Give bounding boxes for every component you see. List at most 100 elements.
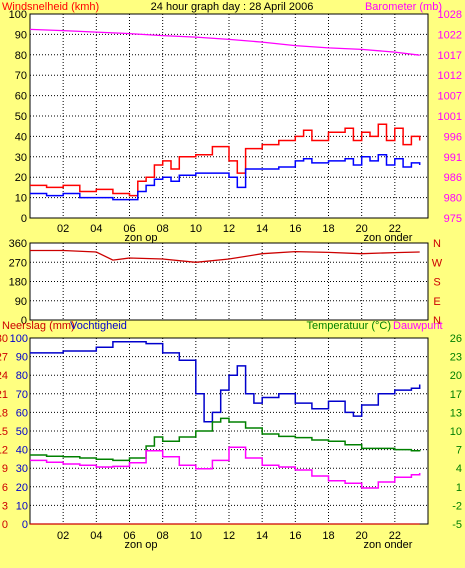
humidity-tick-label: 0 bbox=[22, 519, 28, 531]
humidity-tick-label: 30 bbox=[16, 463, 28, 475]
humidity-tick-label: 40 bbox=[16, 445, 28, 457]
rain-tick-label: 15 bbox=[0, 426, 8, 438]
rain-humidity-left-ticks: 0 3 6 9 12 15 18 21 24 27 30 0 10 20 30 40 50 60 70 80 90 100 bbox=[0, 333, 28, 531]
humidity-tick-label: 80 bbox=[16, 370, 28, 382]
x-tick-label: 14 bbox=[256, 223, 268, 235]
sunrise-label-top: zon op bbox=[124, 232, 157, 244]
direction-tick-label: 0 bbox=[21, 315, 27, 327]
wind-tick-label: 70 bbox=[15, 70, 27, 82]
rain-tick-label: 6 bbox=[2, 482, 8, 494]
temperature-tick-label: -2 bbox=[452, 500, 462, 512]
humidity-tick-label: 20 bbox=[16, 482, 28, 494]
direction-tick-label: 180 bbox=[9, 277, 27, 289]
direction-tick-label: 360 bbox=[9, 238, 27, 250]
x-tick-label: 06 bbox=[123, 223, 135, 235]
temperature-tick-label: 13 bbox=[450, 407, 462, 419]
humidity-tick-label: 50 bbox=[16, 426, 28, 438]
barometer-tick-label: 991 bbox=[444, 152, 462, 164]
rain-tick-label: 18 bbox=[0, 407, 8, 419]
x-tick-label: 08 bbox=[157, 223, 169, 235]
humidity-tick-label: 10 bbox=[16, 500, 28, 512]
barometer-tick-label: 1022 bbox=[438, 29, 462, 41]
wind-tick-label: 80 bbox=[15, 50, 27, 62]
sunset-label-bottom: zon onder bbox=[364, 539, 413, 551]
humidity-grid bbox=[30, 338, 428, 524]
x-tick-label: 22 bbox=[389, 223, 401, 235]
direction-tick-label: 90 bbox=[15, 296, 27, 308]
dewpoint-line bbox=[30, 446, 421, 489]
temperature-tick-label: 17 bbox=[450, 389, 462, 401]
wind-series bbox=[29, 28, 421, 201]
x-tick-label: 08 bbox=[157, 530, 169, 542]
barometer-tick-label: 996 bbox=[444, 131, 462, 143]
x-tick-label: 02 bbox=[57, 223, 69, 235]
wind-grid bbox=[30, 14, 428, 218]
wind-tick-label: 30 bbox=[15, 152, 27, 164]
x-tick-label: 16 bbox=[289, 223, 301, 235]
x-tick-label: 20 bbox=[356, 530, 368, 542]
temperature-tick-label: 23 bbox=[450, 352, 462, 364]
x-tick-label: 04 bbox=[90, 530, 102, 542]
humidity-tick-label: 100 bbox=[10, 333, 28, 345]
x-tick-label: 02 bbox=[57, 530, 69, 542]
x-tick-label: 10 bbox=[190, 530, 202, 542]
temperature-tick-label: -5 bbox=[452, 519, 462, 531]
x-tick-label: 10 bbox=[190, 223, 202, 235]
rain-humidity-temp-panel: 0369121518212427300102030405060708090100… bbox=[0, 320, 462, 551]
x-tick-label: 22 bbox=[389, 530, 401, 542]
temperature-tick-label: 20 bbox=[450, 370, 462, 382]
x-tick-label: 14 bbox=[256, 530, 268, 542]
wind-tick-label: 100 bbox=[9, 9, 27, 21]
barometer-tick-label: 1017 bbox=[438, 50, 462, 62]
temperature-tick-label: 1 bbox=[456, 482, 462, 494]
barometer-line bbox=[29, 28, 420, 56]
rain-tick-label: 27 bbox=[0, 352, 8, 364]
wind-barometer-panel: 0 10 20 30 40 50 60 70 80 90 100 975 980 986 991 996 10… bbox=[2, 1, 462, 244]
direction-left-ticks: 0 90 180 270 360 bbox=[9, 238, 27, 327]
wind-tick-label: 50 bbox=[15, 111, 27, 123]
wind-x-ticks: 02 04 06 08 10 12 14 16 18 20 22 bbox=[57, 223, 401, 235]
barometer-tick-label: 975 bbox=[444, 213, 462, 225]
rain-tick-label: 24 bbox=[0, 370, 8, 382]
x-tick-label: 04 bbox=[90, 223, 102, 235]
x-tick-label: 18 bbox=[322, 530, 334, 542]
barometer-tick-label: 980 bbox=[444, 193, 462, 205]
wind-tick-label: 60 bbox=[15, 91, 27, 103]
wind-tick-label: 20 bbox=[15, 172, 27, 184]
humidity-tick-label: 60 bbox=[16, 407, 28, 419]
wind-direction-line bbox=[30, 249, 420, 263]
wind-speed-line bbox=[30, 154, 421, 201]
x-tick-label: 18 bbox=[322, 223, 334, 235]
temperature-tick-label: 7 bbox=[456, 445, 462, 457]
direction-grid bbox=[30, 243, 428, 320]
wind-tick-label: 10 bbox=[15, 193, 27, 205]
direction-tick-label: 270 bbox=[9, 257, 27, 269]
barometer-tick-label: 1001 bbox=[438, 111, 462, 123]
chart-title: 24 hour graph day : 28 April 2006 bbox=[151, 1, 314, 13]
sunrise-label-bottom: zon op bbox=[124, 539, 157, 551]
temperature-right-ticks: -5 -2 1 4 7 10 13 17 20 23 26 bbox=[450, 333, 462, 531]
barometer-tick-label: 1012 bbox=[438, 70, 462, 82]
x-tick-label: 20 bbox=[356, 223, 368, 235]
humidity-line bbox=[30, 340, 421, 423]
temperature-line bbox=[30, 417, 421, 462]
sunset-label-top: zon onder bbox=[364, 232, 413, 244]
wind-axis-label: Windsnelheid (kmh) bbox=[2, 1, 99, 13]
compass-label: W bbox=[432, 257, 443, 269]
x-tick-label: 12 bbox=[223, 223, 235, 235]
wind-left-ticks: 0 10 20 30 40 50 60 70 80 90 100 bbox=[9, 9, 27, 225]
dewpoint-axis-label: Dauwpunt bbox=[393, 320, 443, 332]
rain-tick-label: 21 bbox=[0, 389, 8, 401]
temperature-axis-label: Temperatuur (°C) bbox=[307, 320, 391, 332]
rain-tick-label: 0 bbox=[2, 519, 8, 531]
temperature-tick-label: 4 bbox=[456, 463, 462, 475]
barometer-tick-label: 1028 bbox=[438, 9, 462, 21]
rain-tick-label: 30 bbox=[0, 333, 8, 345]
wind-tick-label: 40 bbox=[15, 131, 27, 143]
humidity-x-ticks: 02 04 06 08 10 12 14 16 18 20 22 bbox=[57, 530, 401, 542]
temperature-tick-label: 26 bbox=[450, 333, 462, 345]
temperature-tick-label: 10 bbox=[450, 426, 462, 438]
compass-label: E bbox=[433, 296, 440, 308]
